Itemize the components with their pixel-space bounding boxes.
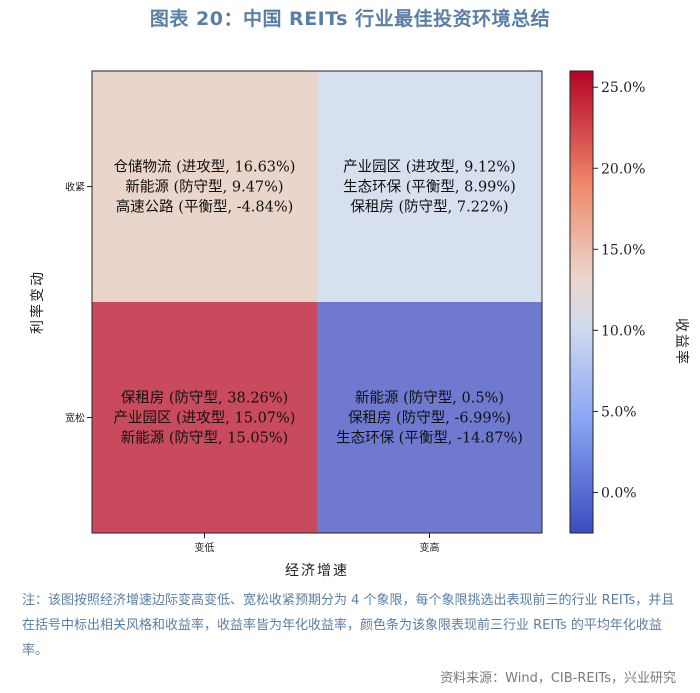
colorbar-label: 收益率: [673, 318, 690, 366]
cell-label: 新能源 (防守型, 0.5%): [355, 390, 504, 407]
colorbar-tick-label: 5.0%: [601, 404, 637, 420]
heatmap-cell: [92, 71, 317, 302]
cell-label: 新能源 (防守型, 15.05%): [121, 430, 288, 447]
plot-frame: [91, 70, 543, 534]
source-text: 资料来源：Wind，CIB-REITs，兴业研究: [440, 671, 676, 686]
y-tick-label: 收紧: [65, 181, 85, 194]
heatmap-cell: [317, 71, 542, 302]
cell-label: 产业园区 (进攻型, 15.07%): [114, 410, 296, 427]
heatmap-cell: [317, 302, 542, 533]
footnote: 注：该图按照经济增速边际变高变低、宽松收紧预期分为 4 个象限，每个象限挑选出表…: [22, 593, 675, 658]
cell-label: 保租房 (防守型, 7.22%): [350, 199, 508, 216]
cell-label: 保租房 (防守型, 38.26%): [121, 390, 288, 407]
colorbar: [569, 70, 594, 534]
cell-label: 仓储物流 (进攻型, 16.63%): [114, 159, 296, 176]
chart-title: 图表 20：中国 REITs 行业最佳投资环境总结: [149, 8, 551, 30]
y-axis-label: 利率变动: [29, 270, 46, 334]
x-axis-label: 经济增速: [285, 563, 349, 579]
cell-label: 保租房 (防守型, -6.99%): [348, 410, 511, 427]
colorbar-tick-label: 15.0%: [601, 242, 645, 258]
heatmap-chart: 仓储物流 (进攻型, 16.63%) 新能源 (防守型, 9.47%) 高速公路 (…: [29, 70, 690, 579]
colorbar-tick-label: 25.0%: [601, 80, 645, 96]
colorbar-tick-label: 10.0%: [601, 323, 645, 339]
cell-label: 生态环保 (平衡型, 8.99%): [343, 179, 516, 196]
colorbar-tick-label: 0.0%: [601, 485, 637, 501]
x-tick-label: 变低: [195, 541, 215, 554]
cell-label: 新能源 (防守型, 9.47%): [125, 179, 283, 196]
colorbar-tick-label: 20.0%: [601, 161, 645, 177]
x-tick-label: 变高: [420, 541, 440, 554]
cell-label: 生态环保 (平衡型, -14.87%): [336, 430, 523, 447]
cell-label: 产业园区 (进攻型, 9.12%): [343, 159, 516, 176]
cell-label: 高速公路 (平衡型, -4.84%): [116, 199, 294, 216]
heatmap-cell: [92, 302, 317, 533]
y-tick-label: 宽松: [65, 412, 85, 425]
